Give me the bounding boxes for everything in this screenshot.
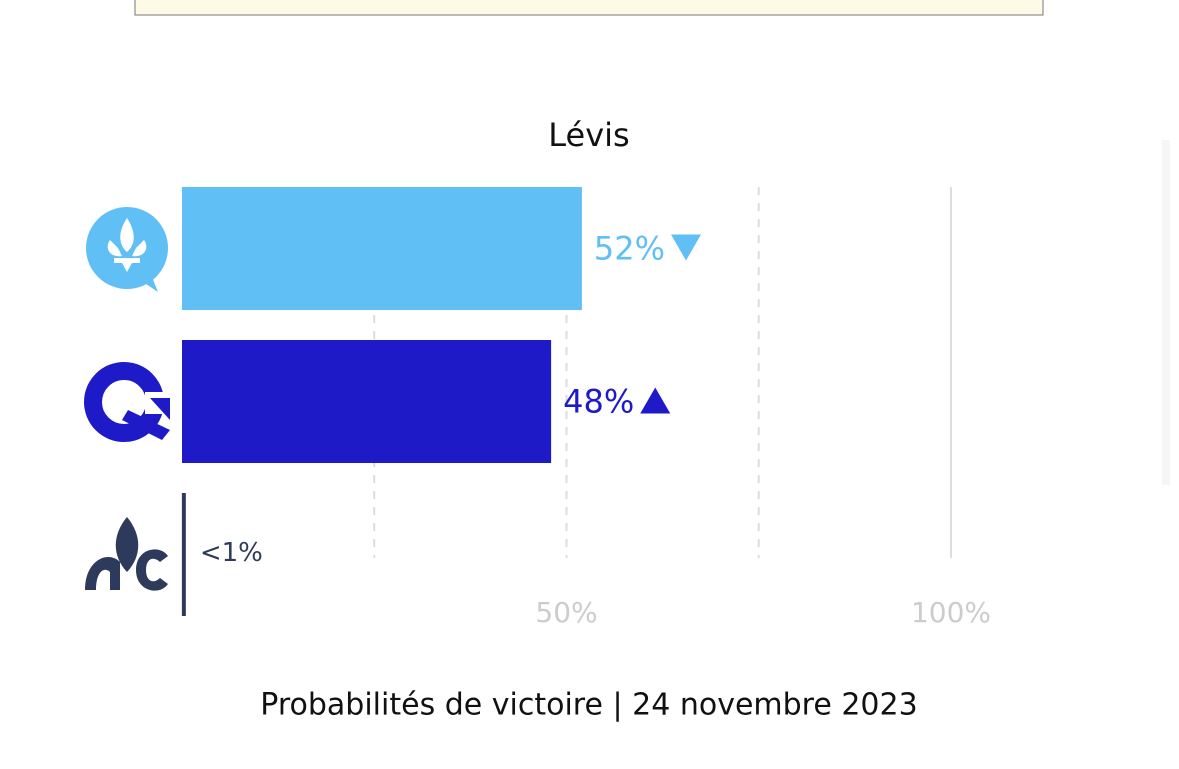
- bar: [182, 340, 552, 463]
- top-banner: [134, 0, 1044, 16]
- footer: Probabilités de victoire | 24 novembre 2…: [260, 688, 917, 723]
- logo-pcq: [85, 517, 168, 591]
- bar: [182, 493, 186, 616]
- trend-arrow: [671, 234, 702, 261]
- trend-arrow: [640, 387, 671, 414]
- value-label: 52%: [594, 230, 665, 268]
- x-tick-label: 100%: [911, 596, 991, 629]
- x-tick-label: 50%: [535, 596, 597, 629]
- chart-title: Lévis: [548, 116, 629, 154]
- logo-caq: [84, 362, 170, 442]
- logo-pq: [86, 207, 168, 292]
- bar: [182, 187, 582, 310]
- scroll-edge: [1162, 140, 1170, 485]
- value-label: 48%: [563, 383, 634, 421]
- value-label: <1%: [200, 538, 263, 568]
